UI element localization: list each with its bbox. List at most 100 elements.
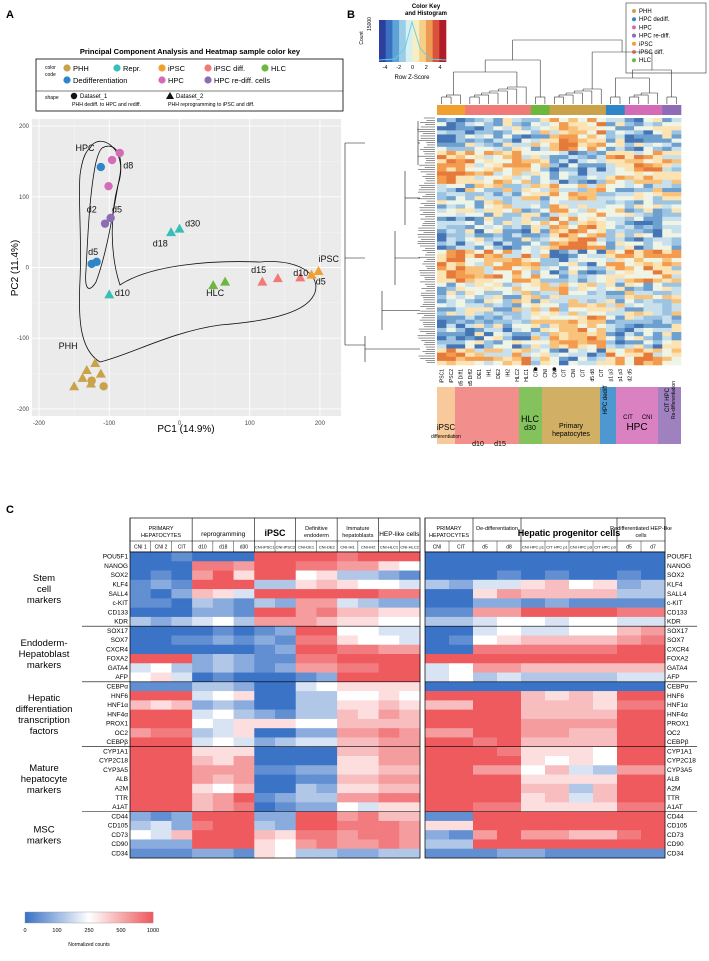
heat-b-cell-36-17 — [596, 266, 607, 271]
heat-b-cell-46-22 — [643, 307, 654, 312]
c-right-cell-11-6 — [569, 654, 594, 664]
c-right-cell-26-1 — [449, 793, 474, 803]
heat-b-cell-47-7 — [502, 311, 513, 316]
heat-b-cell-9-4 — [474, 155, 485, 160]
cbar-cell-8 — [41, 912, 44, 923]
c-left-cell-9-1 — [150, 635, 172, 646]
heat-b-cell-10-10 — [530, 159, 541, 164]
xtick-2: 0 — [178, 421, 182, 427]
heat-b-cell-29-6 — [493, 237, 503, 242]
heat-b-cell-46-11 — [540, 307, 550, 312]
heat-b-cell-20-8 — [512, 200, 522, 205]
heat-b-cell-36-12 — [549, 266, 560, 271]
heat-b-cell-57-11 — [540, 352, 550, 358]
heat-b-cell-20-22 — [643, 200, 654, 205]
heat-b-cell-46-24 — [662, 307, 672, 312]
heat-b-cell-56-25 — [671, 348, 682, 353]
heat-b-cell-30-17 — [596, 241, 607, 246]
heat-b-cell-25-25 — [671, 220, 682, 226]
c-right-gene-15: HNF6 — [667, 693, 684, 700]
c-left-cell-4-6 — [254, 589, 276, 599]
heat-b-cell-50-6 — [493, 323, 503, 329]
c-left-cell-5-1 — [150, 598, 172, 608]
c-left-border — [129, 551, 421, 859]
c-right-cell-6-6 — [569, 607, 594, 618]
c-right-cell-32-9 — [641, 848, 666, 859]
c-right-cell-20-7 — [593, 737, 618, 748]
c-right-cell-3-8 — [617, 579, 642, 590]
sample-label-17: CIT — [599, 369, 605, 377]
c-right-cell-14-1 — [449, 681, 474, 692]
heat-b-cell-0-20 — [624, 118, 635, 123]
heat-b-cell-9-7 — [502, 155, 513, 160]
heat-b-cell-9-1 — [446, 155, 457, 160]
heat-b-cell-5-18 — [605, 138, 616, 143]
heat-b-cell-29-20 — [624, 237, 635, 242]
c-right-cell-11-3 — [497, 654, 522, 664]
c-left-cell-14-10 — [337, 681, 359, 692]
c-left-cell-7-5 — [233, 616, 255, 627]
c-right-sub-0-0: CNI — [433, 545, 442, 551]
heat-b-cell-52-22 — [643, 332, 654, 337]
c-left-gene-25: A2M — [115, 785, 128, 792]
cbar-cell-17 — [59, 912, 62, 923]
c-left-cell-26-7 — [275, 793, 297, 803]
c-right-cell-18-7 — [593, 718, 618, 729]
heat-b-cell-34-1 — [446, 257, 457, 263]
heat-b-cell-56-13 — [559, 348, 569, 353]
heat-b-cell-23-13 — [559, 212, 569, 218]
heat-b-cell-47-25 — [671, 311, 682, 316]
heat-b-cell-39-4 — [474, 278, 485, 283]
heat-b-cell-48-24 — [662, 315, 672, 321]
heat-b-cell-8-9 — [521, 150, 532, 156]
c-left-cell-10-3 — [192, 644, 214, 655]
heat-b-cell-52-21 — [634, 332, 644, 337]
heat-b-cell-32-6 — [493, 249, 503, 255]
heat-b-cell-41-1 — [446, 286, 457, 292]
pca-annotation-4: d5 — [88, 247, 98, 257]
heat-b-cell-57-17 — [596, 352, 607, 358]
heat-b-cell-9-17 — [596, 155, 607, 160]
heat-b-cell-51-8 — [512, 327, 522, 333]
heat-b-cell-23-5 — [483, 212, 494, 218]
c-right-cell-20-9 — [641, 737, 666, 748]
c-left-cell-28-1 — [150, 811, 172, 822]
heat-b-cell-4-19 — [615, 134, 625, 139]
heat-b-cell-54-0 — [437, 340, 447, 345]
c-left-cell-9-8 — [295, 635, 317, 646]
heat-b-cell-28-21 — [634, 233, 644, 238]
heat-b-cell-13-23 — [652, 171, 663, 176]
heat-b-cell-57-15 — [577, 352, 588, 358]
pca-point-4 — [90, 357, 101, 367]
marker-group-2-line-2: transcription — [18, 715, 70, 726]
c-right-cell-7-8 — [617, 616, 642, 627]
heat-b-cell-49-2 — [455, 319, 466, 325]
cbar-cell-29 — [83, 912, 86, 923]
key-label-4: HLC — [271, 64, 287, 73]
heat-b-cell-46-0 — [437, 307, 447, 312]
heat-b-cell-8-12 — [549, 150, 560, 156]
c-right-cell-8-8 — [617, 626, 642, 636]
zkey-cell-8 — [432, 20, 440, 62]
c-left-cell-16-10 — [337, 700, 359, 710]
heat-b-cell-55-16 — [587, 344, 597, 349]
c-left-cell-4-10 — [337, 589, 359, 599]
c-right-cell-3-9 — [641, 579, 666, 590]
heat-b-cell-17-0 — [437, 187, 447, 193]
c-right-cell-23-7 — [593, 765, 618, 775]
c-left-group-2: iPSC — [264, 528, 286, 538]
heat-b-cell-22-11 — [540, 208, 550, 213]
group-block-3 — [542, 387, 600, 444]
heat-b-cell-37-4 — [474, 270, 485, 275]
heat-b-cell-1-3 — [465, 122, 475, 127]
heat-b-cell-15-9 — [521, 179, 532, 185]
heat-b-cell-33-1 — [446, 253, 457, 259]
c-left-cell-19-0 — [130, 728, 152, 738]
cbar-cell-1 — [27, 912, 30, 923]
heat-b-cell-39-5 — [483, 278, 494, 283]
heat-b-cell-35-2 — [455, 262, 466, 267]
cbar-cell-49 — [123, 912, 126, 923]
heat-b-cell-36-25 — [671, 266, 682, 271]
c-right-cell-10-8 — [617, 644, 642, 655]
heat-b-cell-50-3 — [465, 323, 475, 329]
